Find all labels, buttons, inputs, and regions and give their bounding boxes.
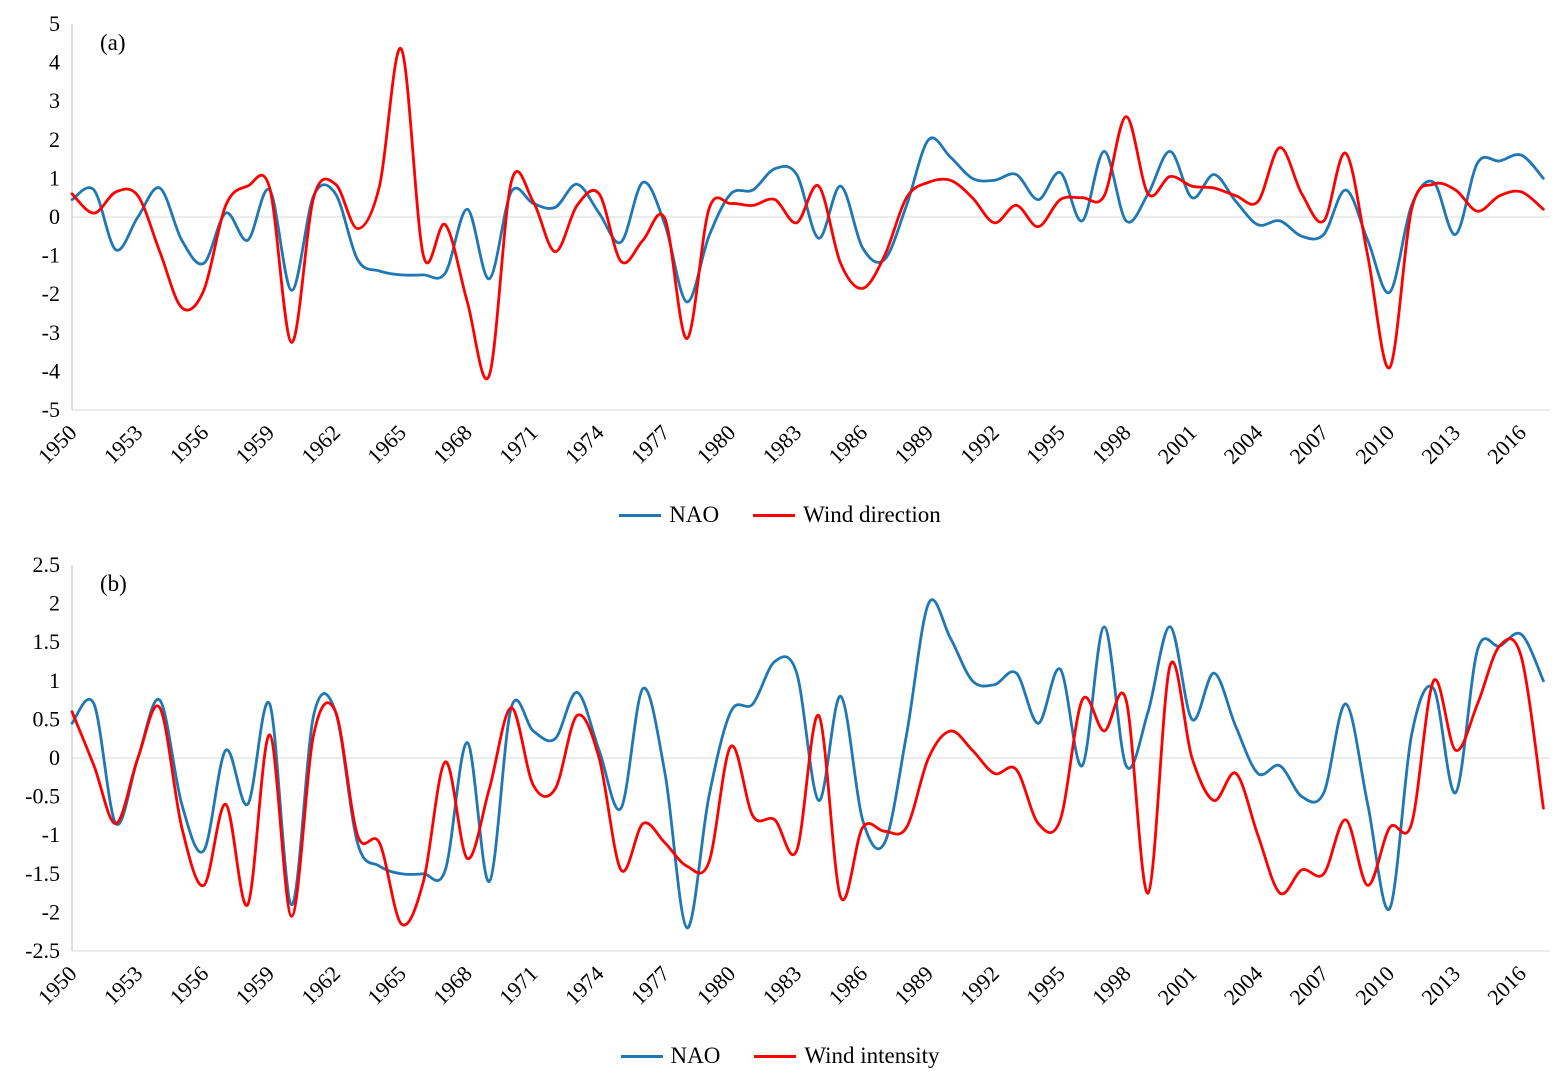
x-tick-label: 1971 (494, 961, 543, 1010)
y-tick-label: 4 (49, 50, 60, 75)
legend-label-nao: NAO (670, 1043, 721, 1068)
x-tick-label: 1980 (692, 961, 741, 1010)
legend-label-nao: NAO (669, 502, 720, 527)
legend-swatch-wind-direction (753, 513, 796, 517)
y-tick-label: -1.5 (25, 861, 60, 886)
y-tick-label: 1 (49, 668, 60, 693)
y-tick-label: 2 (49, 127, 60, 152)
legend-label-wind-intensity: Wind intensity (804, 1043, 940, 1068)
y-tick-label: -2 (42, 899, 60, 924)
x-tick-label: 1950 (33, 961, 82, 1010)
y-tick-label: -2.5 (25, 938, 60, 963)
legend-label-wind-direction: Wind direction (803, 502, 941, 527)
x-tick-label: 1959 (230, 420, 279, 469)
x-tick-label: 2007 (1285, 961, 1334, 1010)
y-tick-label: 1 (49, 165, 60, 190)
series-line-wind-intensity (70, 637, 1545, 927)
y-tick-label: -0.5 (25, 784, 60, 809)
y-tick-label: 2 (49, 591, 60, 616)
x-tick-label: 1980 (692, 420, 741, 469)
y-tick-label: -3 (42, 320, 60, 345)
y-tick-label: 0 (49, 204, 60, 229)
y-tick-label: 3 (49, 88, 60, 113)
x-tick-label: 2001 (1153, 961, 1202, 1010)
x-tick-label: 2004 (1219, 420, 1268, 469)
x-tick-label: 2007 (1285, 420, 1334, 469)
x-tick-label: 1956 (165, 961, 214, 1010)
x-tick-label: 1995 (1021, 961, 1070, 1010)
x-tick-label: 1968 (428, 420, 477, 469)
x-tick-label: 2016 (1482, 420, 1531, 469)
y-tick-label: 5 (49, 11, 60, 36)
y-tick-label: -2 (42, 281, 60, 306)
y-tick-label: 0.5 (33, 706, 61, 731)
x-tick-label: 1965 (362, 961, 411, 1010)
x-tick-label: 1974 (560, 420, 609, 469)
panel-label: (b) (100, 571, 127, 596)
x-tick-label: 2013 (1416, 420, 1465, 469)
x-tick-label: 2013 (1416, 961, 1465, 1010)
y-tick-label: -1 (42, 243, 60, 268)
legend-item-wind-intensity: Wind intensity (754, 1043, 940, 1069)
y-tick-label: 0 (49, 745, 60, 770)
x-tick-label: 2004 (1219, 961, 1268, 1010)
panel-a-legend: NAO Wind direction (619, 498, 941, 532)
panel-label: (a) (100, 30, 126, 55)
x-tick-label: 1992 (955, 420, 1004, 469)
x-tick-label: 1983 (757, 420, 806, 469)
panel-b-legend: NAO Wind intensity (620, 1039, 940, 1073)
x-tick-label: 1950 (33, 420, 82, 469)
legend-item-wind-direction: Wind direction (753, 502, 941, 528)
x-tick-label: 1998 (1087, 961, 1136, 1010)
x-tick-label: 1971 (494, 420, 543, 469)
y-tick-label: 1.5 (33, 629, 61, 654)
legend-item-nao: NAO (619, 502, 719, 528)
x-tick-label: 1956 (165, 420, 214, 469)
legend-swatch-nao (620, 1054, 663, 1058)
y-tick-label: -5 (42, 397, 60, 422)
legend-swatch-nao (619, 513, 662, 517)
x-tick-label: 2010 (1350, 420, 1399, 469)
y-tick-label: -4 (42, 358, 60, 383)
x-tick-label: 1953 (99, 961, 148, 1010)
x-tick-label: 2016 (1482, 961, 1531, 1010)
series-line-nao (70, 136, 1545, 304)
x-tick-label: 2001 (1153, 420, 1202, 469)
x-tick-label: 1998 (1087, 420, 1136, 469)
y-tick-label: 2.5 (33, 552, 61, 577)
legend-item-nao: NAO (620, 1043, 721, 1069)
x-tick-label: 1968 (428, 961, 477, 1010)
x-tick-label: 1989 (889, 420, 938, 469)
y-tick-label: -1 (42, 822, 60, 847)
x-tick-label: 1995 (1021, 420, 1070, 469)
x-tick-label: 2010 (1350, 961, 1399, 1010)
panel-b: 2.5 2 1.5 1 0.5 0 -0.5 -1 -1.5 -2 -2.5 1950 1953 1956… (0, 541, 1560, 1082)
x-tick-label: 1983 (757, 961, 806, 1010)
x-tick-label: 1986 (823, 961, 872, 1010)
x-tick-label: 1986 (823, 420, 872, 469)
x-tick-label: 1977 (626, 961, 675, 1010)
legend-swatch-wind-intensity (754, 1054, 797, 1058)
x-tick-label: 1992 (955, 961, 1004, 1010)
panel-a: 5 4 3 2 1 0 -1 -2 -3 -4 -5 1950 1953 1956 1959 1962 1965… (33, 11, 1550, 532)
x-tick-label: 1959 (230, 961, 279, 1010)
x-tick-label: 1977 (626, 420, 675, 469)
x-tick-label: 1953 (99, 420, 148, 469)
x-tick-label: 1962 (296, 420, 345, 469)
series-line-wind-direction (70, 47, 1545, 381)
x-tick-label: 1962 (296, 961, 345, 1010)
x-tick-label: 1965 (362, 420, 411, 469)
x-tick-label: 1989 (889, 961, 938, 1010)
x-tick-label: 1974 (560, 961, 609, 1010)
